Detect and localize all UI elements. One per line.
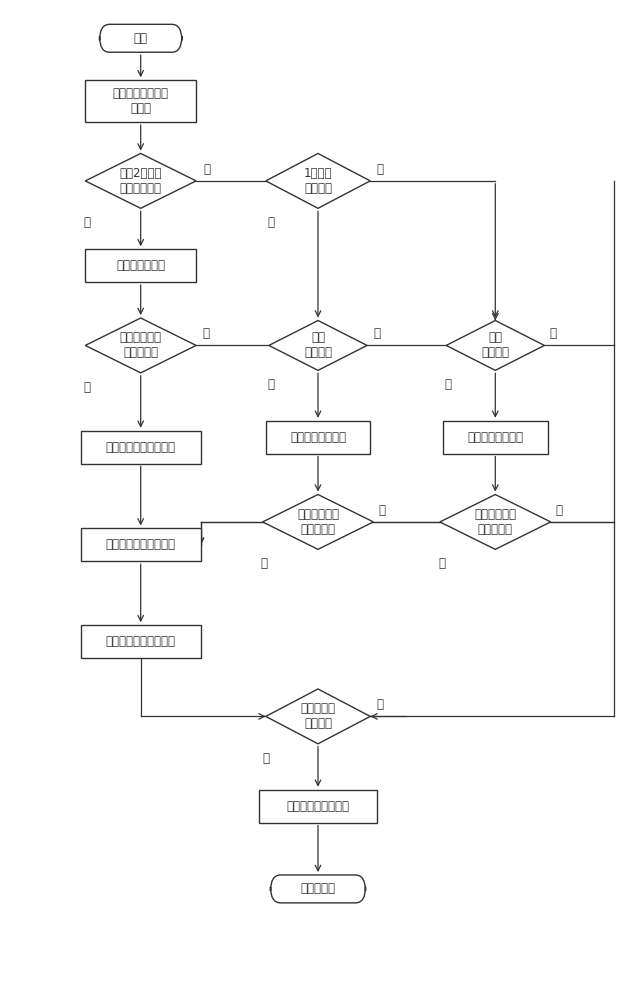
FancyBboxPatch shape bbox=[81, 528, 201, 561]
Text: 否: 否 bbox=[204, 163, 211, 176]
Text: 是: 是 bbox=[263, 752, 270, 765]
FancyBboxPatch shape bbox=[85, 249, 196, 282]
Text: 利用正常星敏校验陀螺: 利用正常星敏校验陀螺 bbox=[106, 635, 176, 648]
Text: 否: 否 bbox=[377, 698, 384, 711]
Text: 是: 是 bbox=[267, 378, 274, 391]
FancyBboxPatch shape bbox=[81, 431, 201, 464]
FancyBboxPatch shape bbox=[81, 625, 201, 658]
Polygon shape bbox=[269, 320, 367, 370]
Text: 校验后有确定
必正常星敏: 校验后有确定 必正常星敏 bbox=[474, 508, 516, 536]
Text: 至少2个星敏
姿态数据有效: 至少2个星敏 姿态数据有效 bbox=[120, 167, 162, 195]
Text: 星敏地敏相互校验: 星敏地敏相互校验 bbox=[467, 431, 523, 444]
Text: 校验后有确定
必正常星敏: 校验后有确定 必正常星敏 bbox=[120, 331, 162, 359]
Text: 是: 是 bbox=[83, 381, 90, 394]
FancyBboxPatch shape bbox=[443, 421, 548, 454]
Text: 校验后有确定
必正常星敏: 校验后有确定 必正常星敏 bbox=[297, 508, 339, 536]
FancyBboxPatch shape bbox=[85, 80, 196, 122]
Polygon shape bbox=[85, 153, 196, 208]
Text: 太敏
数据有效: 太敏 数据有效 bbox=[304, 331, 332, 359]
Text: 敏感器输出有效性
自判断: 敏感器输出有效性 自判断 bbox=[113, 87, 169, 115]
Text: 否: 否 bbox=[556, 504, 563, 517]
Text: 1个星敏
数据有效: 1个星敏 数据有效 bbox=[304, 167, 332, 195]
Text: 是: 是 bbox=[445, 378, 452, 391]
FancyBboxPatch shape bbox=[270, 875, 366, 903]
FancyBboxPatch shape bbox=[259, 790, 377, 823]
Text: 是: 是 bbox=[261, 557, 268, 570]
Text: 地敏和太敏相互校验: 地敏和太敏相互校验 bbox=[286, 800, 350, 813]
Text: 是: 是 bbox=[83, 216, 90, 229]
Text: 利用正常星敏校验太敏: 利用正常星敏校验太敏 bbox=[106, 441, 176, 454]
Text: 星敏间相互校验: 星敏间相互校验 bbox=[116, 259, 165, 272]
Polygon shape bbox=[266, 153, 370, 208]
Polygon shape bbox=[266, 689, 370, 744]
Text: 星敏太敏相互校验: 星敏太敏相互校验 bbox=[290, 431, 346, 444]
Text: 否: 否 bbox=[377, 163, 384, 176]
Polygon shape bbox=[85, 318, 196, 373]
Text: 否: 否 bbox=[550, 327, 556, 340]
Text: 是: 是 bbox=[267, 216, 274, 229]
Text: 地敏和太敏
数据有效: 地敏和太敏 数据有效 bbox=[300, 702, 336, 730]
Text: 开始: 开始 bbox=[134, 32, 148, 45]
Text: 互校验结束: 互校验结束 bbox=[300, 882, 336, 895]
Text: 否: 否 bbox=[202, 327, 209, 340]
Text: 否: 否 bbox=[378, 504, 385, 517]
Polygon shape bbox=[446, 320, 544, 370]
Polygon shape bbox=[263, 495, 373, 549]
Polygon shape bbox=[440, 495, 551, 549]
Text: 是: 是 bbox=[438, 557, 445, 570]
FancyBboxPatch shape bbox=[100, 24, 182, 52]
Text: 地敏
数据有效: 地敏 数据有效 bbox=[481, 331, 509, 359]
Text: 否: 否 bbox=[373, 327, 380, 340]
FancyBboxPatch shape bbox=[266, 421, 370, 454]
Text: 利用正常星敏校验地敏: 利用正常星敏校验地敏 bbox=[106, 538, 176, 551]
